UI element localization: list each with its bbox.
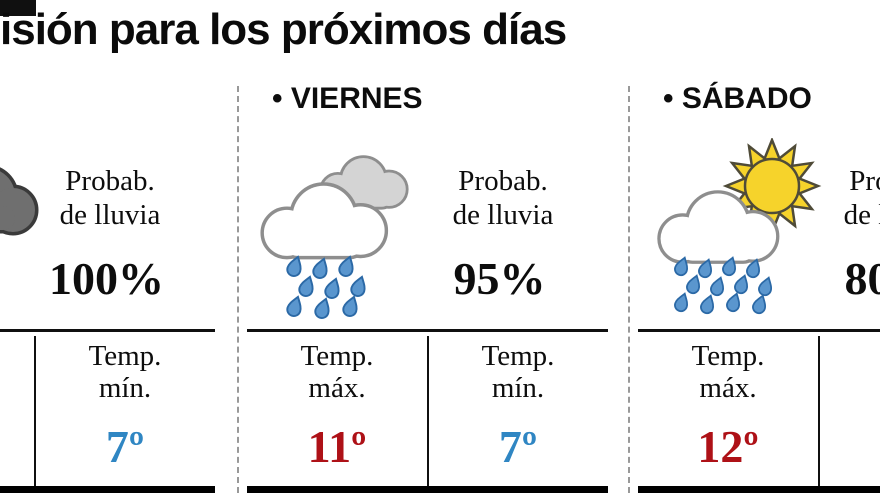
temp-min-label-line2: mín. [491, 372, 545, 404]
rain-probability-label-line1: Probab. [65, 165, 155, 197]
day-header-sabado: • SÁBADO [663, 82, 812, 115]
rain-probability-label-line2: de lluvia [59, 199, 161, 231]
rain-probability-label: Probab. de lluvia [427, 164, 579, 232]
temp-min-label: Temp. mín. [428, 340, 608, 404]
forecast-column-viernes: • VIERNES Probab. de lluvia 95% [247, 80, 608, 495]
rain-probability-label: Probab. de lluvia [34, 164, 186, 232]
column-separator [237, 86, 239, 493]
temp-max-label-line1: Temp. [691, 340, 765, 372]
temp-max-label-line2: máx. [308, 372, 366, 404]
section-rule [638, 329, 880, 332]
temp-max-label-line2: máx. [699, 372, 757, 404]
temp-min-cell: Temp. mín. 7º [428, 340, 608, 473]
temp-divider [427, 336, 429, 486]
temp-max-label: Temp. máx. [247, 340, 427, 404]
temp-min-label-line2: mín. [98, 372, 152, 404]
rain-probability-value: 100% [49, 253, 164, 304]
section-rule [247, 329, 608, 332]
cropped-graphic-fragment [0, 0, 36, 16]
sun [724, 138, 820, 234]
sun-rain-cloud-icon [656, 138, 820, 316]
temp-min-value: 7º [105, 421, 145, 472]
rain-drops [672, 254, 776, 316]
rain-probability-value: 80% [844, 253, 880, 304]
temp-max-cell: Temp. máx. 12º [638, 340, 818, 473]
temp-max-cell: Temp. máx. 11º [247, 340, 427, 473]
temp-min-label: Temp. mín. [35, 340, 215, 404]
temp-divider [818, 336, 820, 486]
rain-drops [284, 253, 370, 321]
bottom-bar [638, 486, 880, 493]
temp-max-label: Temp. máx. [638, 340, 818, 404]
temp-min-label-line1: Temp. [481, 340, 555, 372]
page-title: isión para los próximos días [0, 5, 567, 54]
rain-probability-label-line2: de lluvia [452, 199, 554, 231]
forecast-column-sabado: • SÁBADO [638, 80, 880, 495]
day-header-viernes: • VIERNES [272, 82, 423, 115]
temp-max-value: 11º [307, 421, 367, 472]
bottom-bar [247, 486, 608, 493]
rain-probability-value: 95% [453, 253, 546, 304]
temp-min-label-line1: Temp. [88, 340, 162, 372]
rain-probability-label-line2: de lluvia [843, 199, 880, 231]
rain-cloud-icon [255, 146, 430, 321]
rain-probability-label-line1: Probab. [458, 165, 548, 197]
temp-min-value: 7º [498, 421, 538, 472]
temp-max-label-line1: Temp. [300, 340, 374, 372]
column-separator [628, 86, 630, 493]
temp-min-cell: Temp. mín. 7º [35, 340, 215, 473]
bottom-bar [0, 486, 215, 493]
section-rule [0, 329, 215, 332]
forecast-column-day1: Probab. de lluvia 100% Temp. mín. 7º [0, 80, 215, 495]
temp-max-value: 12º [697, 421, 759, 472]
rain-probability-label: Probab. de lluvia [818, 164, 880, 232]
rain-probability-label-line1: Probab. [849, 165, 880, 197]
temp-divider [34, 336, 36, 486]
